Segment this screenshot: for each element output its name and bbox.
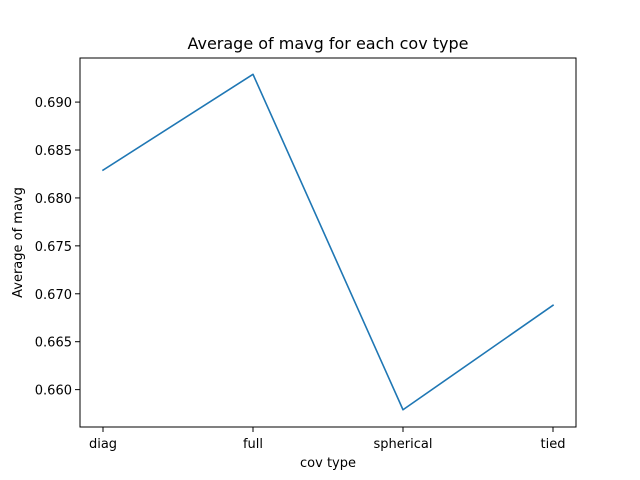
x-axis: diag full spherical tied — [89, 427, 566, 452]
x-tick-label: diag — [89, 437, 117, 452]
y-axis: 0.660 0.665 0.670 0.675 0.680 0.685 0.690 — [35, 96, 80, 399]
y-tick-label: 0.685 — [35, 144, 72, 159]
y-tick-label: 0.675 — [35, 240, 72, 255]
x-tick-label: spherical — [374, 437, 433, 452]
y-tick-label: 0.670 — [35, 288, 72, 303]
x-axis-label: cov type — [300, 456, 356, 471]
x-tick-label: tied — [541, 437, 566, 452]
chart-title: Average of mavg for each cov type — [187, 34, 468, 53]
x-tick-label: full — [243, 437, 263, 452]
y-tick-label: 0.680 — [35, 192, 72, 207]
series-line — [101, 73, 555, 411]
y-axis-label: Average of mavg — [11, 187, 26, 298]
axes-frame — [79, 57, 577, 428]
plot-area — [101, 73, 555, 411]
y-tick-label: 0.665 — [35, 336, 72, 351]
y-tick-label: 0.660 — [35, 384, 72, 399]
y-tick-label: 0.690 — [35, 96, 72, 111]
